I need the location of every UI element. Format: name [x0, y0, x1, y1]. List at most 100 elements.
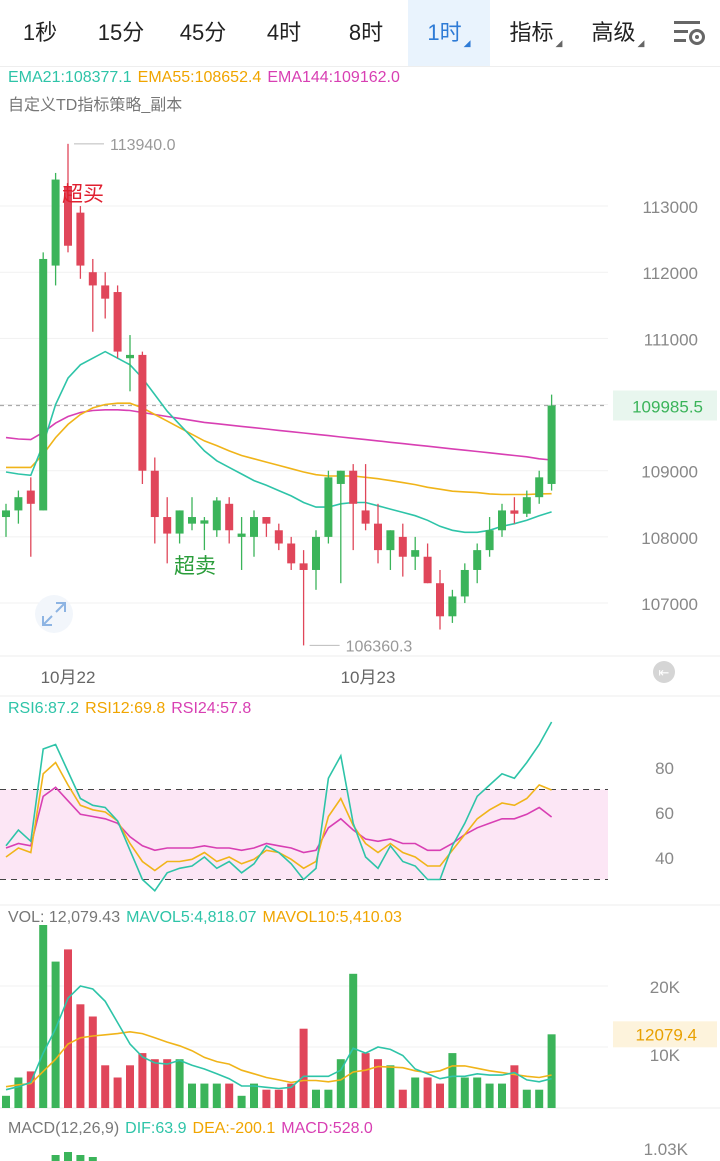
tab-1h[interactable]: 1时 ◢: [408, 0, 490, 66]
volume-bar: [423, 1077, 432, 1108]
candle-body: [212, 500, 221, 531]
volume-bar: [535, 1089, 544, 1108]
rsi24-label: RSI24:57.8: [171, 700, 252, 717]
candle-body: [522, 497, 531, 514]
candle-body: [374, 523, 382, 551]
tab-45m[interactable]: 45分: [179, 20, 227, 45]
candle-body: [448, 596, 457, 617]
dropdown-triangle-icon: ◢: [463, 38, 471, 48]
candle-body: [138, 354, 147, 471]
volume-bar: [547, 1034, 556, 1108]
price-tick-label: 112000: [643, 264, 698, 283]
candle-body: [188, 517, 196, 524]
scroll-latest-icon[interactable]: [653, 661, 675, 683]
macd-tick-label: 1.03K: [644, 1140, 689, 1159]
candle-body: [225, 503, 234, 531]
dropdown-triangle-icon: ◢: [637, 38, 645, 48]
volume-bar: [485, 1083, 494, 1108]
volume-bar: [349, 973, 358, 1108]
macd-histogram-bar: [64, 1152, 72, 1161]
vol-label: VOL: 12,079.43: [8, 909, 121, 926]
candle-body: [2, 510, 10, 518]
macd-params-label: MACD(12,26,9): [8, 1120, 120, 1137]
ema21-label: EMA21:108377.1: [8, 69, 132, 86]
mavol5-label: MAVOL5:4,818.07: [126, 909, 257, 926]
current-price-badge: [613, 390, 717, 421]
scroll-latest-arrow-icon: ⇤: [659, 665, 670, 680]
candle-body: [324, 477, 333, 537]
tab-1s[interactable]: 1秒: [22, 20, 58, 45]
vol-current-label: 12079.4: [636, 1025, 697, 1044]
candle-body: [237, 533, 246, 537]
candle-body: [39, 258, 48, 511]
vol-tick-label: 10K: [650, 1046, 681, 1065]
xaxis-date-label: 10月23: [341, 668, 396, 687]
volume-bar: [237, 1095, 246, 1108]
fullscreen-button[interactable]: [34, 594, 74, 634]
volume-bar: [411, 1077, 420, 1108]
volume-bar: [473, 1077, 482, 1108]
strategy-label: 自定义TD指标策略_副本: [8, 97, 183, 114]
volume-bar: [76, 1004, 85, 1108]
volume-bar: [113, 1077, 122, 1108]
candle-body: [510, 510, 519, 514]
tab-15m[interactable]: 15分: [97, 20, 145, 45]
volume-bar: [212, 1083, 221, 1108]
candle-body: [101, 285, 110, 299]
volume-bar: [498, 1083, 506, 1108]
price-tick-label: 107000: [641, 595, 698, 614]
candle-body: [436, 583, 444, 617]
tab-8h[interactable]: 8时: [348, 20, 384, 45]
dif-label: DIF:63.9: [125, 1120, 187, 1137]
volume-bar: [436, 1083, 444, 1108]
macd-histogram-bar: [76, 1155, 85, 1161]
candle-body: [398, 536, 407, 557]
ema55-label: EMA55:108652.4: [137, 69, 262, 86]
volume-bar: [398, 1089, 407, 1108]
settings-sliders-icon: [674, 21, 705, 45]
volume-bar: [522, 1089, 531, 1108]
volume-bar: [460, 1077, 469, 1108]
volume-bar: [39, 925, 48, 1108]
candle-body: [163, 517, 172, 534]
volume-bar: [88, 1016, 97, 1108]
volume-bar: [64, 949, 72, 1108]
ema55-line: [6, 402, 552, 496]
candle-body: [14, 497, 23, 511]
tab-4h[interactable]: 4时: [266, 20, 302, 45]
vol-current-badge: [613, 1021, 717, 1048]
price-tick-label: 108000: [641, 529, 698, 548]
volume-bar: [510, 1065, 519, 1108]
candle-body: [250, 517, 258, 537]
tab-advanced[interactable]: 高级 ◢: [591, 20, 645, 48]
settings-button[interactable]: [672, 17, 706, 49]
oversold-annotation: 超卖: [174, 555, 216, 578]
candle-body: [262, 517, 271, 524]
price-tick-label: 111000: [644, 330, 698, 349]
rsi24-line: [5, 786, 553, 854]
candle-body: [411, 550, 420, 557]
candle-body: [150, 470, 159, 518]
candle-body: [274, 530, 283, 544]
xaxis-date-label: 10月22: [41, 668, 96, 687]
volume-bar: [336, 1059, 345, 1108]
ema144-line: [5, 409, 552, 461]
candle-body: [386, 530, 395, 551]
macd-histogram-bar: [88, 1157, 97, 1161]
tab-indicators[interactable]: 指标 ◢: [509, 20, 563, 48]
candle-body: [126, 354, 134, 359]
volume-bar: [250, 1083, 258, 1108]
rsi-tick-label: 40: [655, 849, 674, 868]
rsi6-label: RSI6:87.2: [8, 700, 80, 717]
dropdown-triangle-icon: ◢: [555, 38, 563, 48]
rsi-overbought-oversold-band: [0, 789, 608, 880]
candle-body: [498, 510, 506, 531]
candle-body: [361, 510, 370, 524]
volume-bar: [299, 1028, 308, 1108]
candle-body: [535, 477, 544, 498]
volume-bar: [361, 1053, 370, 1108]
price-tick-label: 113000: [643, 198, 698, 217]
rsi6-line: [5, 721, 553, 893]
rsi-tick-label: 60: [655, 804, 674, 823]
